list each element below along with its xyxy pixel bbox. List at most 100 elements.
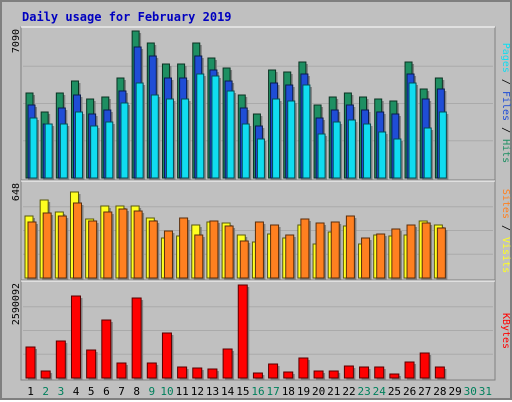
legend-entry-files: Files: [500, 91, 511, 121]
bar-pages-day-7: [120, 102, 130, 180]
day-label-24: 24: [373, 385, 387, 398]
panel-max-label: 2590092: [11, 283, 22, 325]
bar-kbytes-day-18: [283, 371, 295, 380]
bar-kbytes-day-28: [434, 366, 447, 380]
bar-pages-day-14: [226, 90, 237, 180]
day-label-28: 28: [433, 385, 446, 398]
bar-kbytes-day-5: [86, 349, 98, 380]
bar-kbytes-day-7: [116, 362, 128, 380]
bar-sites-day-22: [345, 215, 357, 280]
bar-kbytes-day-10: [161, 332, 174, 380]
bar-pages-day-5: [90, 125, 100, 180]
bar-kbytes-day-14: [222, 348, 235, 380]
bar-sites-day-14: [224, 225, 236, 280]
day-label-20: 20: [312, 385, 325, 398]
day-label-14: 14: [221, 385, 235, 398]
bar-pages-day-12: [196, 73, 206, 180]
bar-pages-day-15: [241, 123, 252, 180]
bar-kbytes-day-16: [252, 372, 265, 380]
chart-panels: 7090 Pages / Files / Hits 648 Sites / Visit…: [11, 26, 511, 381]
bar-kbytes-day-25: [389, 373, 401, 380]
bar-sites-day-27: [421, 222, 433, 280]
bar-kbytes-day-12: [192, 367, 204, 380]
bar-sites-day-2: [42, 212, 54, 280]
legend-entry-hits: Hits: [500, 139, 511, 163]
bar-sites-day-7: [118, 208, 129, 280]
bar-sites-day-6: [103, 211, 114, 280]
day-label-10: 10: [160, 385, 173, 398]
day-label-26: 26: [403, 385, 416, 398]
bar-pages-day-27: [423, 127, 434, 180]
day-label-19: 19: [297, 385, 310, 398]
day-label-25: 25: [388, 385, 401, 398]
bar-sites-day-1: [27, 221, 38, 280]
bar-kbytes-day-1: [25, 346, 37, 380]
day-label-27: 27: [418, 385, 431, 398]
bar-pages-day-1: [29, 117, 39, 180]
bar-sites-day-4: [72, 202, 84, 280]
legend-entry-kbytes: KBytes: [500, 313, 511, 349]
bar-kbytes-day-27: [419, 352, 432, 380]
day-label-30: 30: [464, 385, 477, 398]
day-label-18: 18: [282, 385, 295, 398]
bar-kbytes-day-24: [374, 366, 386, 380]
bar-kbytes-day-8: [131, 297, 144, 380]
bar-pages-day-17: [272, 98, 282, 180]
bar-sites-day-10: [163, 230, 175, 280]
legend-entry-visits: Visits: [500, 237, 511, 273]
bar-sites-day-26: [406, 224, 418, 280]
day-label-23: 23: [358, 385, 371, 398]
bar-kbytes-day-21: [328, 370, 341, 380]
bar-pages-day-9: [150, 94, 161, 180]
bar-pages-day-4: [74, 111, 85, 180]
bar-kbytes-day-26: [404, 361, 417, 380]
bar-pages-day-23: [363, 123, 373, 180]
bar-sites-day-21: [330, 221, 342, 280]
bar-pages-day-8: [135, 82, 146, 180]
day-label-8: 8: [133, 385, 140, 398]
bar-kbytes-day-3: [55, 340, 68, 380]
day-label-3: 3: [58, 385, 65, 398]
bar-pages-day-10: [165, 98, 176, 180]
bar-sites-day-15: [239, 240, 251, 280]
bar-sites-day-3: [57, 215, 69, 280]
bar-sites-day-24: [376, 233, 387, 280]
day-label-31: 31: [479, 385, 492, 398]
bar-pages-day-16: [256, 138, 267, 180]
day-label-4: 4: [73, 385, 80, 398]
bar-pages-day-3: [59, 123, 70, 180]
bar-sites-day-19: [300, 218, 311, 280]
bar-sites-day-13: [209, 220, 220, 280]
bar-sites-day-16: [254, 221, 266, 280]
bar-sites-day-8: [133, 210, 145, 280]
bar-kbytes-day-23: [359, 366, 371, 380]
bar-kbytes-day-11: [177, 366, 189, 380]
day-label-12: 12: [191, 385, 204, 398]
bar-kbytes-day-6: [101, 319, 113, 380]
day-label-29: 29: [448, 385, 461, 398]
bar-sites-day-23: [361, 237, 372, 280]
bar-sites-day-18: [285, 234, 296, 280]
bar-kbytes-day-20: [313, 370, 326, 380]
bar-sites-day-12: [194, 234, 205, 280]
panel-kbytes: 2590092 KBytes: [11, 280, 511, 381]
day-label-9: 9: [149, 385, 156, 398]
bar-sites-day-17: [270, 224, 281, 280]
bar-pages-day-18: [287, 100, 297, 180]
day-labels: 1 2 3 4 5 6 7 8 9 10 11 12 13 14 15 16 17 18 19 20 21 22 23 24 2…: [27, 385, 492, 398]
bar-sites-day-25: [391, 228, 402, 280]
bar-kbytes-day-4: [70, 295, 83, 380]
day-label-22: 22: [342, 385, 355, 398]
bar-kbytes-day-15: [237, 284, 250, 380]
bar-pages-day-19: [302, 84, 312, 180]
bar-pages-day-2: [44, 123, 55, 180]
bar-pages-day-22: [347, 119, 358, 180]
bar-kbytes-day-9: [146, 362, 159, 380]
day-label-7: 7: [118, 385, 125, 398]
chart-title: Daily usage for February 2019: [22, 10, 232, 24]
day-label-21: 21: [327, 385, 340, 398]
legend-entry-sites: Sites: [500, 189, 511, 219]
bar-kbytes-day-13: [207, 368, 219, 380]
bar-kbytes-day-17: [268, 363, 280, 380]
